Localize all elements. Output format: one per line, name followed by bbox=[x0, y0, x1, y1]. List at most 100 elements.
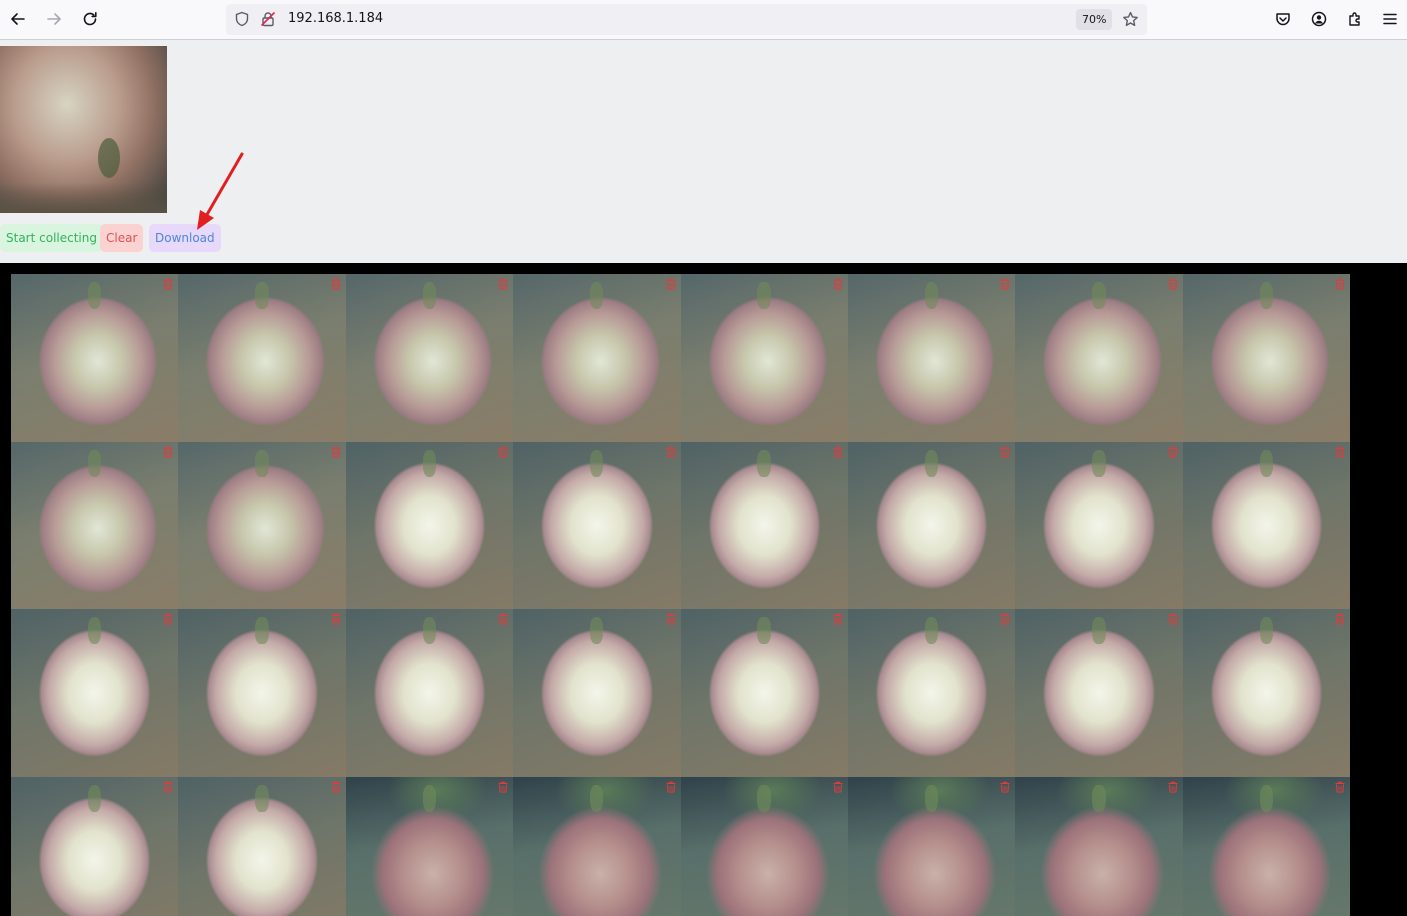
captured-image-tile bbox=[513, 609, 681, 777]
trash-icon[interactable] bbox=[1167, 446, 1179, 458]
captured-image-tile bbox=[11, 441, 179, 609]
apple-stem bbox=[924, 784, 939, 812]
captured-image-tile bbox=[345, 776, 514, 916]
captured-image-tile bbox=[345, 609, 514, 777]
captured-image-tile bbox=[847, 609, 1016, 777]
apple-stem bbox=[757, 282, 771, 310]
apple-stem bbox=[757, 449, 771, 477]
captured-image-tile bbox=[1015, 441, 1183, 609]
start-collecting-button[interactable]: Start collecting bbox=[0, 224, 103, 252]
apple-stem bbox=[1259, 282, 1273, 310]
clear-button[interactable]: Clear bbox=[100, 224, 144, 252]
apple-stem bbox=[924, 449, 939, 477]
apple-stem bbox=[590, 449, 604, 477]
trash-icon[interactable] bbox=[1167, 781, 1179, 793]
trash-icon[interactable] bbox=[497, 781, 509, 793]
trash-icon[interactable] bbox=[665, 278, 677, 290]
captured-image-tile bbox=[1182, 609, 1350, 777]
account-icon[interactable] bbox=[1305, 5, 1333, 33]
trash-icon[interactable] bbox=[832, 613, 844, 625]
extensions-icon[interactable] bbox=[1341, 5, 1369, 33]
apple-stem bbox=[1092, 282, 1106, 310]
trash-icon[interactable] bbox=[330, 278, 342, 290]
hamburger-menu-icon[interactable] bbox=[1376, 5, 1404, 33]
apple-stem bbox=[255, 784, 269, 812]
page-content: Start collecting Clear Download bbox=[0, 40, 1407, 916]
trash-icon[interactable] bbox=[1167, 278, 1179, 290]
apple-stem bbox=[1092, 449, 1106, 477]
browser-toolbar: 192.168.1.184 70% bbox=[0, 0, 1407, 40]
captured-image-tile bbox=[680, 776, 848, 916]
captured-image-tile bbox=[345, 274, 514, 442]
tracking-shield-icon[interactable] bbox=[234, 11, 250, 27]
captured-image-tile bbox=[513, 776, 681, 916]
apple-stem bbox=[422, 282, 437, 310]
captured-image-tile bbox=[1182, 776, 1350, 916]
captured-image-tile bbox=[513, 441, 681, 609]
apple-stem bbox=[924, 282, 939, 310]
apple-stem bbox=[1259, 449, 1273, 477]
reload-icon[interactable] bbox=[76, 5, 104, 33]
captured-image-tile bbox=[1182, 441, 1350, 609]
forward-arrow-icon[interactable] bbox=[40, 5, 68, 33]
back-arrow-icon[interactable] bbox=[4, 5, 32, 33]
apple-stem bbox=[757, 617, 771, 645]
trash-icon[interactable] bbox=[832, 781, 844, 793]
trash-icon[interactable] bbox=[1167, 613, 1179, 625]
trash-icon[interactable] bbox=[497, 446, 509, 458]
captured-image-tile bbox=[11, 274, 179, 442]
star-icon[interactable] bbox=[1122, 11, 1139, 28]
apple-stem bbox=[422, 617, 437, 645]
apple-stem bbox=[422, 784, 437, 812]
trash-icon[interactable] bbox=[999, 446, 1011, 458]
trash-icon[interactable] bbox=[999, 613, 1011, 625]
captured-image-tile bbox=[178, 274, 346, 442]
trash-icon[interactable] bbox=[1334, 278, 1346, 290]
trash-icon[interactable] bbox=[497, 278, 509, 290]
insecure-lock-icon[interactable] bbox=[260, 11, 276, 27]
apple-stem bbox=[87, 617, 102, 645]
captured-image-tile bbox=[1015, 776, 1183, 916]
apple-stem bbox=[255, 282, 269, 310]
trash-icon[interactable] bbox=[832, 278, 844, 290]
trash-icon[interactable] bbox=[162, 278, 174, 290]
apple-stem bbox=[590, 282, 604, 310]
trash-icon[interactable] bbox=[665, 446, 677, 458]
download-button[interactable]: Download bbox=[149, 224, 221, 252]
trash-icon[interactable] bbox=[999, 781, 1011, 793]
trash-icon[interactable] bbox=[330, 613, 342, 625]
table-edge bbox=[0, 183, 167, 213]
url-text[interactable]: 192.168.1.184 bbox=[288, 11, 384, 26]
apple-stem bbox=[87, 784, 102, 812]
captured-image-tile bbox=[847, 274, 1016, 442]
apple-stem bbox=[255, 617, 269, 645]
captured-image-tile bbox=[178, 776, 346, 916]
trash-icon[interactable] bbox=[832, 446, 844, 458]
trash-icon[interactable] bbox=[330, 781, 342, 793]
trash-icon[interactable] bbox=[497, 613, 509, 625]
trash-icon[interactable] bbox=[1334, 613, 1346, 625]
address-bar[interactable]: 192.168.1.184 70% bbox=[226, 4, 1147, 35]
trash-icon[interactable] bbox=[665, 781, 677, 793]
captured-image-tile bbox=[345, 441, 514, 609]
pocket-icon[interactable] bbox=[1269, 5, 1297, 33]
trash-icon[interactable] bbox=[1334, 446, 1346, 458]
captured-image-tile bbox=[1015, 609, 1183, 777]
captured-image-tile bbox=[11, 609, 179, 777]
trash-icon[interactable] bbox=[162, 613, 174, 625]
captured-image-tile bbox=[513, 274, 681, 442]
captured-image-tile bbox=[178, 609, 346, 777]
apple-stem bbox=[98, 138, 120, 178]
trash-icon[interactable] bbox=[162, 446, 174, 458]
captured-image-tile bbox=[680, 441, 848, 609]
trash-icon[interactable] bbox=[999, 278, 1011, 290]
trash-icon[interactable] bbox=[1334, 781, 1346, 793]
captured-image-tile bbox=[847, 776, 1016, 916]
apple-stem bbox=[757, 784, 771, 812]
zoom-level-badge[interactable]: 70% bbox=[1076, 9, 1113, 30]
captured-image-tile bbox=[680, 609, 848, 777]
trash-icon[interactable] bbox=[162, 781, 174, 793]
apple-stem bbox=[87, 282, 102, 310]
trash-icon[interactable] bbox=[665, 613, 677, 625]
trash-icon[interactable] bbox=[330, 446, 342, 458]
